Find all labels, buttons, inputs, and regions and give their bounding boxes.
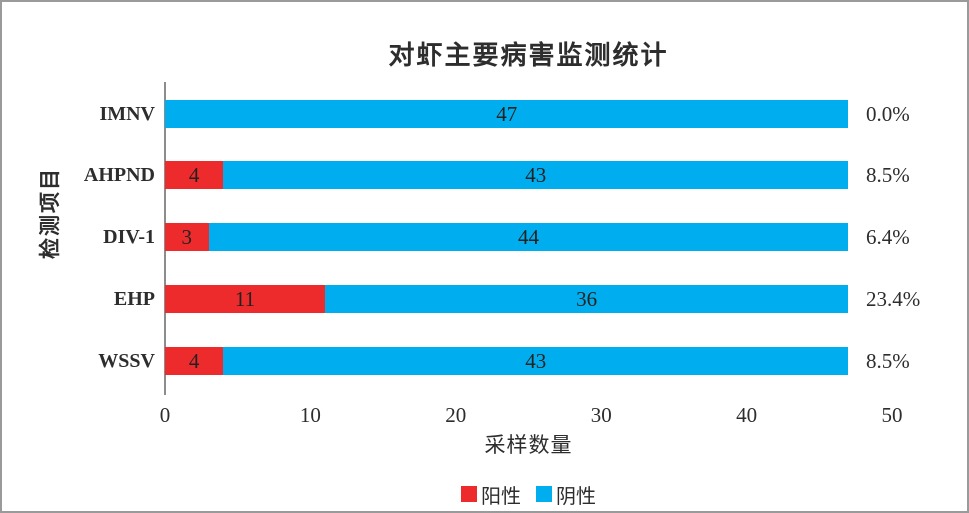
chart-title: 对虾主要病害监测统计 — [388, 41, 669, 70]
bar-value-label: 11 — [234, 287, 256, 312]
legend-label: 阴性 — [556, 485, 596, 508]
bar-segment-negative — [324, 285, 849, 314]
category-label: EHP — [113, 288, 155, 311]
bar-segment-negative — [223, 161, 849, 190]
bar-value-label: 44 — [517, 225, 539, 250]
legend: 阳性 阴性 — [165, 480, 892, 509]
bar-value-label: 4 — [188, 163, 200, 188]
x-tick-label: 20 — [445, 403, 467, 427]
positive-rate-label: 8.5% — [866, 349, 910, 374]
bar-segment-positive — [165, 347, 224, 376]
x-tick-label: 40 — [736, 403, 758, 427]
bar-segment-positive — [165, 161, 224, 190]
x-axis-title: 采样数量 — [484, 433, 573, 457]
positive-rate-label: 23.4% — [866, 287, 921, 312]
bar-value-label: 4 — [188, 349, 200, 374]
legend-swatch-negative — [536, 486, 552, 502]
x-tick-label: 30 — [590, 403, 612, 427]
bar-segment-negative — [165, 99, 849, 128]
positive-rate-label: 6.4% — [866, 225, 910, 250]
bar-value-label: 3 — [181, 225, 193, 250]
x-tick-label: 0 — [159, 403, 171, 427]
category-label: WSSV — [98, 350, 155, 373]
bar-value-label: 43 — [525, 349, 547, 374]
positive-rate-label: 0.0% — [866, 101, 910, 126]
legend-swatch-positive — [461, 486, 477, 502]
bar-value-label: 36 — [576, 287, 598, 312]
x-tick-label: 10 — [299, 403, 321, 427]
positive-rate-label: 8.5% — [866, 163, 910, 188]
bar-segment-negative — [208, 223, 849, 252]
category-label: DIV-1 — [103, 226, 155, 249]
bar-value-label: 43 — [525, 163, 547, 188]
category-label: AHPND — [83, 164, 155, 187]
bar-segment-positive — [165, 285, 325, 314]
bar-value-label: 47 — [496, 101, 518, 126]
bar-segment-positive — [165, 223, 209, 252]
category-label: IMNV — [99, 102, 155, 125]
legend-label: 阳性 — [481, 485, 521, 508]
bar-segment-negative — [223, 347, 849, 376]
x-tick-label: 50 — [881, 403, 903, 427]
legend-item-negative: 阴性 — [536, 480, 596, 509]
legend-item-positive: 阳性 — [461, 480, 521, 509]
